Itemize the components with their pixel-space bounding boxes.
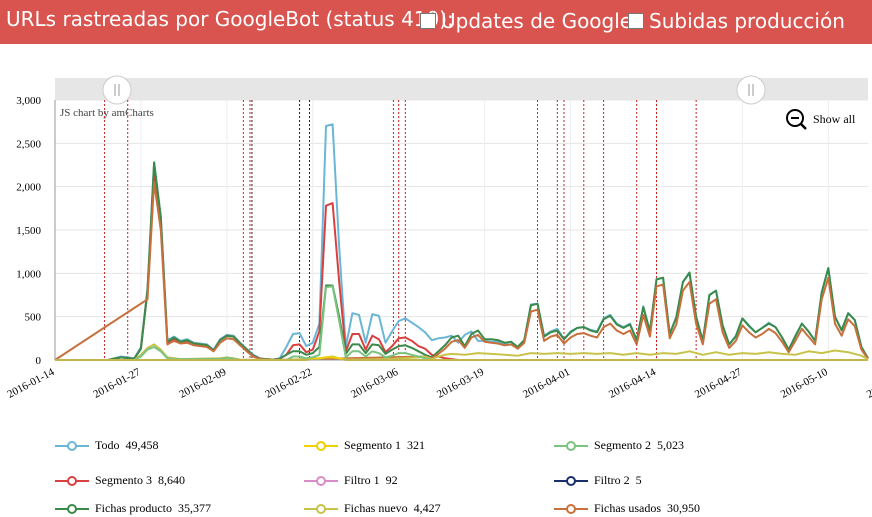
chart-credit: JS chart by amCharts	[60, 107, 154, 119]
series-line-segmento-3	[55, 172, 472, 361]
chart-series	[54, 123, 869, 361]
legend-item[interactable]: Segmento 1 321	[304, 438, 425, 453]
x-tick-label: 2016-04-01	[521, 366, 572, 401]
legend-total: 321	[407, 438, 425, 452]
x-tick-label: 2016-01-27	[91, 366, 142, 401]
legend-total: 49,458	[125, 438, 159, 452]
page-header: URLs rastreadas por GoogleBot (status 41…	[0, 0, 872, 44]
subidas-produccion-checkbox[interactable]: Subidas producción	[628, 9, 845, 33]
legend-marker-icon	[554, 475, 588, 487]
legend-total: 30,950	[667, 501, 700, 515]
legend-marker-icon	[304, 503, 338, 515]
legend-label: Todo	[95, 438, 120, 452]
chart-grid	[54, 99, 868, 361]
checkbox-box[interactable]	[628, 13, 644, 29]
legend-marker-icon	[304, 475, 338, 487]
x-tick-label: 2016-02-22	[263, 366, 314, 401]
event-markers	[104, 100, 697, 360]
legend-item[interactable]: Filtro 1 92	[304, 473, 398, 488]
legend-total: 35,377	[178, 501, 211, 515]
legend-label: Fichas nuevo	[344, 501, 408, 515]
legend-total: 8,640	[158, 473, 185, 487]
x-tick-label: 2016-05-10	[779, 366, 830, 401]
x-tick-label: 2016-04-27	[693, 366, 744, 401]
chart-scrollbar	[55, 75, 868, 105]
y-tick-label: 3,000	[16, 95, 41, 107]
scrollbar-track	[55, 78, 868, 100]
x-tick-label: 2016-03-06	[349, 366, 400, 401]
show-all-button[interactable]: Show all	[785, 108, 855, 130]
chart-area: 0 500 1,000 1,500 2,000 2,500 3,000 2016-01-14 2…	[5, 75, 872, 401]
legend-item[interactable]: Filtro 2 5	[554, 473, 642, 488]
y-tick-label: 0	[36, 355, 42, 367]
legend-total: 5,023	[657, 438, 684, 452]
legend-item[interactable]: Segmento 3 8,640	[55, 473, 185, 488]
legend-marker-icon	[304, 440, 338, 452]
legend-item[interactable]: Segmento 2 5,023	[554, 438, 684, 453]
y-tick-label: 2,000	[16, 182, 41, 194]
subidas-produccion-label: Subidas producción	[649, 9, 845, 33]
show-all-label: Show all	[813, 111, 856, 126]
legend-label: Filtro 1	[344, 473, 380, 487]
series-line-segmento-2	[55, 285, 433, 361]
legend-label: Fichas producto	[95, 501, 172, 515]
checkbox-box[interactable]	[420, 13, 436, 29]
scrollbar-handle[interactable]	[102, 75, 132, 105]
series-line-todo	[55, 123, 869, 361]
page-title: URLs rastreadas por GoogleBot (status 41…	[6, 7, 454, 31]
legend-label: Segmento 1	[344, 438, 401, 452]
x-tick-label: 2016-02-09	[177, 366, 228, 401]
legend-marker-icon	[554, 440, 588, 452]
y-tick-label: 500	[25, 312, 42, 324]
updates-google-checkbox[interactable]: Updates de Google	[420, 9, 632, 33]
legend-label: Segmento 3	[95, 473, 152, 487]
legend-label: Fichas usados	[594, 501, 661, 515]
y-tick-label: 1,000	[16, 268, 41, 280]
legend-item[interactable]: Todo 49,458	[55, 438, 159, 453]
legend-item[interactable]: Fichas producto 35,377	[55, 501, 211, 516]
series-line-fichas-usados	[54, 181, 869, 361]
updates-google-label: Updates de Google	[441, 9, 633, 33]
y-tick-label: 1,500	[16, 225, 41, 237]
legend-item[interactable]: Fichas usados 30,950	[554, 501, 700, 516]
legend-marker-icon	[554, 503, 588, 515]
x-tick-label: 2016-04-14	[607, 366, 658, 401]
legend-marker-icon	[55, 503, 89, 515]
legend-total: 5	[635, 473, 642, 487]
series-line-fichas-producto	[55, 161, 869, 361]
scrollbar-handle[interactable]	[736, 75, 766, 105]
series-line-fichas-nuevo	[55, 343, 869, 361]
legend-marker-icon	[55, 440, 89, 452]
x-tick-label: 2016-05-23	[865, 366, 872, 401]
legend-label: Segmento 2	[594, 438, 651, 452]
legend-label: Filtro 2	[594, 473, 630, 487]
x-tick-label: 2016-03-19	[435, 366, 486, 401]
zoom-out-icon	[786, 109, 807, 130]
legend-marker-icon	[55, 475, 89, 487]
legend-item[interactable]: Fichas nuevo 4,427	[304, 501, 441, 516]
y-tick-label: 2,500	[16, 138, 41, 150]
legend-total: 4,427	[413, 501, 441, 515]
legend-total: 92	[385, 473, 398, 487]
x-tick-label: 2016-01-14	[5, 366, 56, 401]
